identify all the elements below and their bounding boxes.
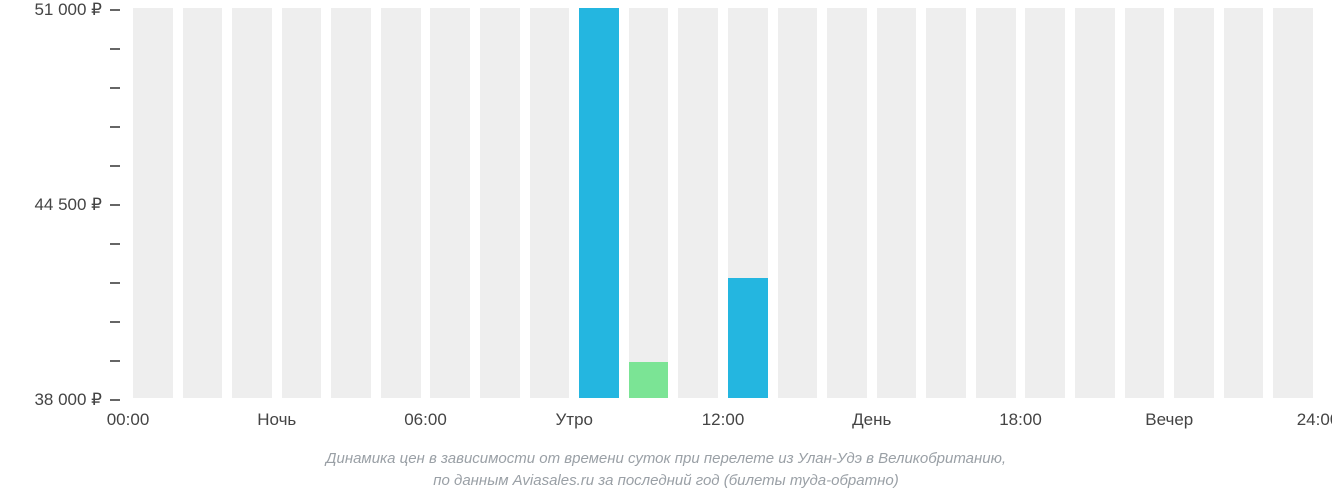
- y-tick: [102, 165, 120, 167]
- y-tick: [102, 360, 120, 362]
- bar-bg: [778, 8, 818, 398]
- y-axis: 38 000 ₽44 500 ₽51 000 ₽: [0, 0, 128, 400]
- y-tick: 51 000 ₽: [34, 0, 120, 20]
- y-tick-mark: [110, 399, 120, 401]
- y-tick-mark: [110, 165, 120, 167]
- x-axis-label: Утро: [556, 410, 594, 430]
- y-tick: [102, 282, 120, 284]
- y-tick-mark: [110, 9, 120, 11]
- x-axis: 00:00Ночь06:00Утро12:00День18:00Вечер24:…: [128, 400, 1318, 440]
- x-axis-label: День: [852, 410, 891, 430]
- y-tick-mark: [110, 360, 120, 362]
- x-axis-label: 06:00: [404, 410, 447, 430]
- y-tick: [102, 126, 120, 128]
- bar-bg: [331, 8, 371, 398]
- bar-bg: [678, 8, 718, 398]
- x-axis-label: 18:00: [999, 410, 1042, 430]
- bar-bg: [877, 8, 917, 398]
- bar-bg: [530, 8, 570, 398]
- y-tick-mark: [110, 321, 120, 323]
- y-tick-mark: [110, 204, 120, 206]
- bar-bg: [827, 8, 867, 398]
- y-tick-label: 51 000 ₽: [34, 0, 102, 20]
- y-tick: [102, 48, 120, 50]
- bar-bg: [282, 8, 322, 398]
- bar-bg: [480, 8, 520, 398]
- y-tick: [102, 243, 120, 245]
- y-tick: [102, 87, 120, 89]
- bar-bg: [430, 8, 470, 398]
- plot-area: [128, 10, 1318, 400]
- price-by-hour-chart: 38 000 ₽ 44 500 ₽ 51 000 ₽ 00:00 Ночь 06:00 У…: [0, 0, 1332, 502]
- y-tick-label: 38 000 ₽: [34, 390, 102, 410]
- bar-bg: [381, 8, 421, 398]
- y-tick: 44 500 ₽: [34, 195, 120, 215]
- y-tick: 38 000 ₽: [34, 390, 120, 410]
- y-tick-mark: [110, 48, 120, 50]
- bar-data: [579, 8, 619, 398]
- x-axis-label: 12:00: [702, 410, 745, 430]
- bar-bg: [1025, 8, 1065, 398]
- caption-line-1: Динамика цен в зависимости от времени су…: [326, 450, 1006, 467]
- y-tick-mark: [110, 126, 120, 128]
- x-axis-label: Вечер: [1145, 410, 1193, 430]
- bar-bg: [133, 8, 173, 398]
- x-axis-label: 00:00: [107, 410, 150, 430]
- bar-data: [629, 362, 669, 398]
- bar-bg: [183, 8, 223, 398]
- y-tick-mark: [110, 243, 120, 245]
- bar-bg: [976, 8, 1016, 398]
- bar-bg: [629, 8, 669, 398]
- x-axis-label: Ночь: [257, 410, 296, 430]
- caption-line-2: по данным Aviasales.ru за последний год …: [433, 472, 898, 489]
- y-tick-mark: [110, 282, 120, 284]
- bar-bg: [1075, 8, 1115, 398]
- x-axis-label: 24:00: [1297, 410, 1332, 430]
- bar-bg: [1224, 8, 1264, 398]
- chart-caption: Динамика цен в зависимости от времени су…: [0, 448, 1332, 492]
- y-tick: [102, 321, 120, 323]
- bar-bg: [1125, 8, 1165, 398]
- bar-data: [728, 278, 768, 398]
- bar-bg: [926, 8, 966, 398]
- y-tick-mark: [110, 87, 120, 89]
- y-tick-label: 44 500 ₽: [34, 195, 102, 215]
- bar-bg: [1273, 8, 1313, 398]
- bar-bg: [232, 8, 272, 398]
- bar-bg: [1174, 8, 1214, 398]
